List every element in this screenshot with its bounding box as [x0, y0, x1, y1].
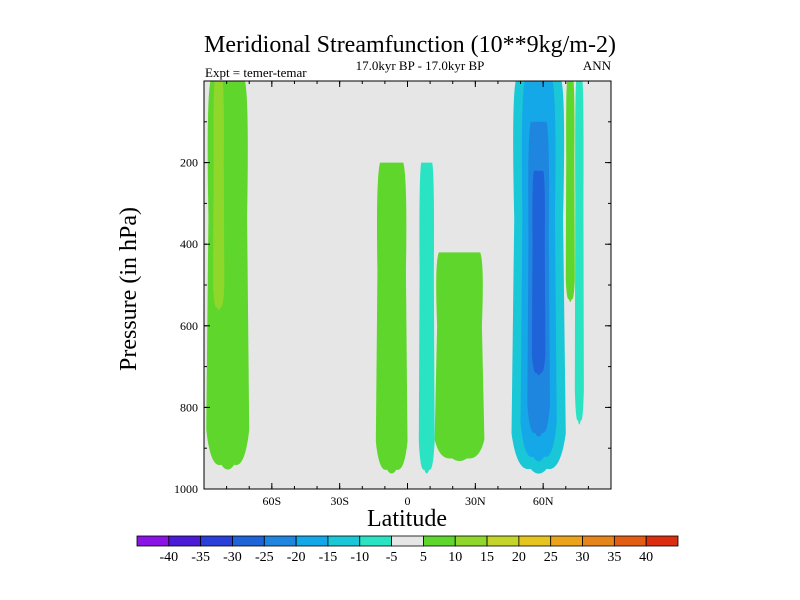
contour-nh-midlat-negative-core: [531, 170, 546, 376]
colorbar-swatch: [295, 535, 329, 547]
x-tick-label: 60N: [533, 494, 554, 508]
season-label: ANN: [583, 58, 612, 73]
contour-sh-polar-positive: [206, 81, 250, 470]
colorbar-swatch: [423, 535, 456, 547]
colorbar-swatch: [613, 535, 647, 547]
colorbar: -40 -35 -30 -25 -20 -15 -10 -5 5 10 15 20 25 30 35 40: [136, 535, 679, 565]
colorbar-swatch: [200, 535, 233, 547]
colorbar-swatch: [550, 535, 583, 547]
colorbar-label: -25: [255, 550, 274, 565]
colorbar-label: -40: [159, 550, 178, 565]
colorbar-swatch: [359, 535, 392, 547]
colorbar-label: -20: [287, 550, 306, 565]
colorbar-label: 30: [576, 550, 590, 565]
colorbar-swatch: [645, 535, 679, 547]
contour-sh-polar-core: [213, 81, 225, 311]
colorbar-swatch: [232, 535, 265, 547]
x-tick-label: 30N: [465, 494, 486, 508]
chart-title: Meridional Streamfunction (10**9kg/m-2): [204, 32, 616, 58]
y-tick-label: 600: [180, 319, 198, 333]
axis-ticks: 60S 30S 0 30N 60N 200 400 600 800 1000: [174, 81, 611, 508]
colorbar-label: -30: [223, 550, 242, 565]
colorbar-swatch: [263, 535, 297, 547]
colorbar-swatch: [518, 535, 552, 547]
x-axis-label: Latitude: [367, 506, 447, 532]
colorbar-swatch: [391, 535, 424, 547]
contour-nh-polar-negative-b: [574, 81, 584, 425]
x-tick-label: 60S: [262, 494, 281, 508]
colorbar-swatch: [327, 535, 361, 547]
y-axis-label: Pressure (in hPa): [116, 207, 142, 371]
colorbar-label: -35: [191, 550, 210, 565]
colorbar-label: 25: [544, 550, 558, 565]
colorbar-swatch: [136, 535, 170, 547]
contour-tropical-negative: [418, 162, 435, 474]
colorbar-label: 20: [512, 550, 526, 565]
colorbar-swatch: [454, 535, 488, 547]
plot-area: 60S 30S 0 30N 60N 200 400 600 800 1000: [174, 80, 612, 508]
colorbar-swatch: [486, 535, 520, 547]
y-tick-label: 400: [180, 237, 198, 251]
experiment-label: Expt = temer-temar: [205, 65, 307, 80]
x-tick-label: 30S: [330, 494, 349, 508]
y-tick-label: 1000: [174, 482, 198, 496]
colorbar-label: 40: [639, 550, 653, 565]
colorbar-label: -15: [319, 550, 338, 565]
colorbar-label: 15: [480, 550, 494, 565]
contour-tropical-positive: [375, 162, 408, 474]
contour-nh-subtropical-positive: [434, 252, 485, 461]
y-tick-label: 200: [180, 156, 198, 170]
contour-regions: [206, 81, 584, 474]
contour-nh-polar-positive-a: [565, 81, 575, 302]
y-tick-label: 800: [180, 400, 198, 414]
colorbar-label: 35: [607, 550, 621, 565]
colorbar-label: 5: [420, 550, 427, 565]
time-range-label: 17.0kyr BP - 17.0kyr BP: [356, 58, 485, 73]
colorbar-swatch: [168, 535, 202, 547]
colorbar-label: 10: [448, 550, 462, 565]
x-tick-label: 0: [405, 494, 411, 508]
colorbar-label: -5: [386, 550, 398, 565]
colorbar-swatch: [582, 535, 615, 547]
colorbar-label: -10: [350, 550, 369, 565]
